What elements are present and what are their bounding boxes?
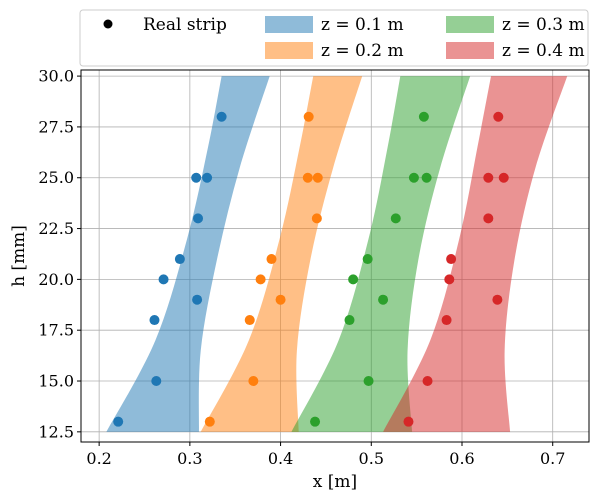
legend-label-real-strip: Real strip [143, 15, 227, 35]
data-point [363, 376, 374, 387]
data-point [193, 213, 204, 224]
data-point [421, 172, 432, 183]
data-point [441, 315, 452, 326]
data-point [498, 172, 509, 183]
point-layer [113, 111, 509, 427]
x-tick-label: 0.4 [268, 449, 293, 468]
plot-area-frame [80, 69, 590, 443]
x-tick-label: 0.7 [540, 449, 565, 468]
data-point [303, 111, 314, 122]
data-point [408, 172, 419, 183]
data-point [312, 172, 323, 183]
data-point [158, 274, 169, 285]
data-point [244, 315, 255, 326]
legend-swatch-z-0.4 [446, 42, 494, 59]
x-tick-label: 0.6 [449, 449, 474, 468]
y-tick-label: 30.0 [38, 67, 74, 86]
y-axis-label: h [mm] [9, 225, 29, 287]
x-tick-label: 0.2 [86, 449, 111, 468]
band-z-0.3m [291, 76, 471, 432]
x-axis-ticks: 0.2 0.3 0.4 0.5 0.6 0.7 [86, 442, 565, 468]
data-point [275, 294, 286, 305]
band-z-0.2m [200, 76, 363, 432]
band-layer [106, 76, 568, 432]
legend-label-z-0.4: z = 0.4 m [502, 41, 585, 61]
data-point [151, 376, 162, 387]
data-point [191, 172, 202, 183]
x-axis-label: x [m] [313, 472, 357, 492]
data-point [255, 274, 266, 285]
y-tick-label: 17.5 [38, 321, 74, 340]
data-point [311, 213, 322, 224]
band-z-0.4m [383, 76, 568, 432]
legend-label-z-0.2: z = 0.2 m [321, 41, 404, 61]
legend-swatch-z-0.3 [446, 16, 494, 33]
legend-swatch-z-0.1 [265, 16, 313, 33]
data-point [483, 172, 494, 183]
y-tick-label: 15.0 [38, 372, 74, 391]
data-point [202, 172, 213, 183]
y-tick-label: 27.5 [38, 117, 74, 136]
data-point [174, 254, 185, 265]
data-point [493, 111, 504, 122]
y-tick-label: 22.5 [38, 219, 74, 238]
data-point [113, 416, 124, 427]
data-point [403, 416, 414, 427]
y-tick-label: 20.0 [38, 270, 74, 289]
data-point [492, 294, 503, 305]
legend: Real strip z = 0.1 m z = 0.2 m z = 0.3 m… [79, 9, 589, 67]
x-tick-label: 0.3 [177, 449, 202, 468]
band-z-0.1m [106, 76, 270, 432]
data-point [362, 254, 373, 265]
data-point [302, 172, 313, 183]
data-point [348, 274, 359, 285]
data-point [483, 213, 494, 224]
data-point [418, 111, 429, 122]
y-tick-label: 25.0 [38, 168, 74, 187]
data-point [204, 416, 215, 427]
data-point [344, 315, 355, 326]
data-point [192, 294, 203, 305]
data-point [444, 274, 455, 285]
y-tick-label: 12.5 [38, 422, 74, 441]
data-point [266, 254, 277, 265]
x-tick-label: 0.5 [359, 449, 384, 468]
data-point [378, 294, 389, 305]
data-point [149, 315, 160, 326]
legend-label-z-0.3: z = 0.3 m [502, 15, 585, 35]
y-axis-ticks: 12.5 15.0 17.5 20.0 22.5 25.0 27.5 30.0 [38, 67, 81, 441]
legend-marker-real-strip [103, 19, 113, 29]
legend-label-z-0.1: z = 0.1 m [321, 15, 404, 35]
data-point [310, 416, 321, 427]
data-point [216, 111, 227, 122]
data-point [390, 213, 401, 224]
data-point [248, 376, 259, 387]
data-point [422, 376, 433, 387]
data-point [446, 254, 457, 265]
legend-swatch-z-0.2 [265, 42, 313, 59]
